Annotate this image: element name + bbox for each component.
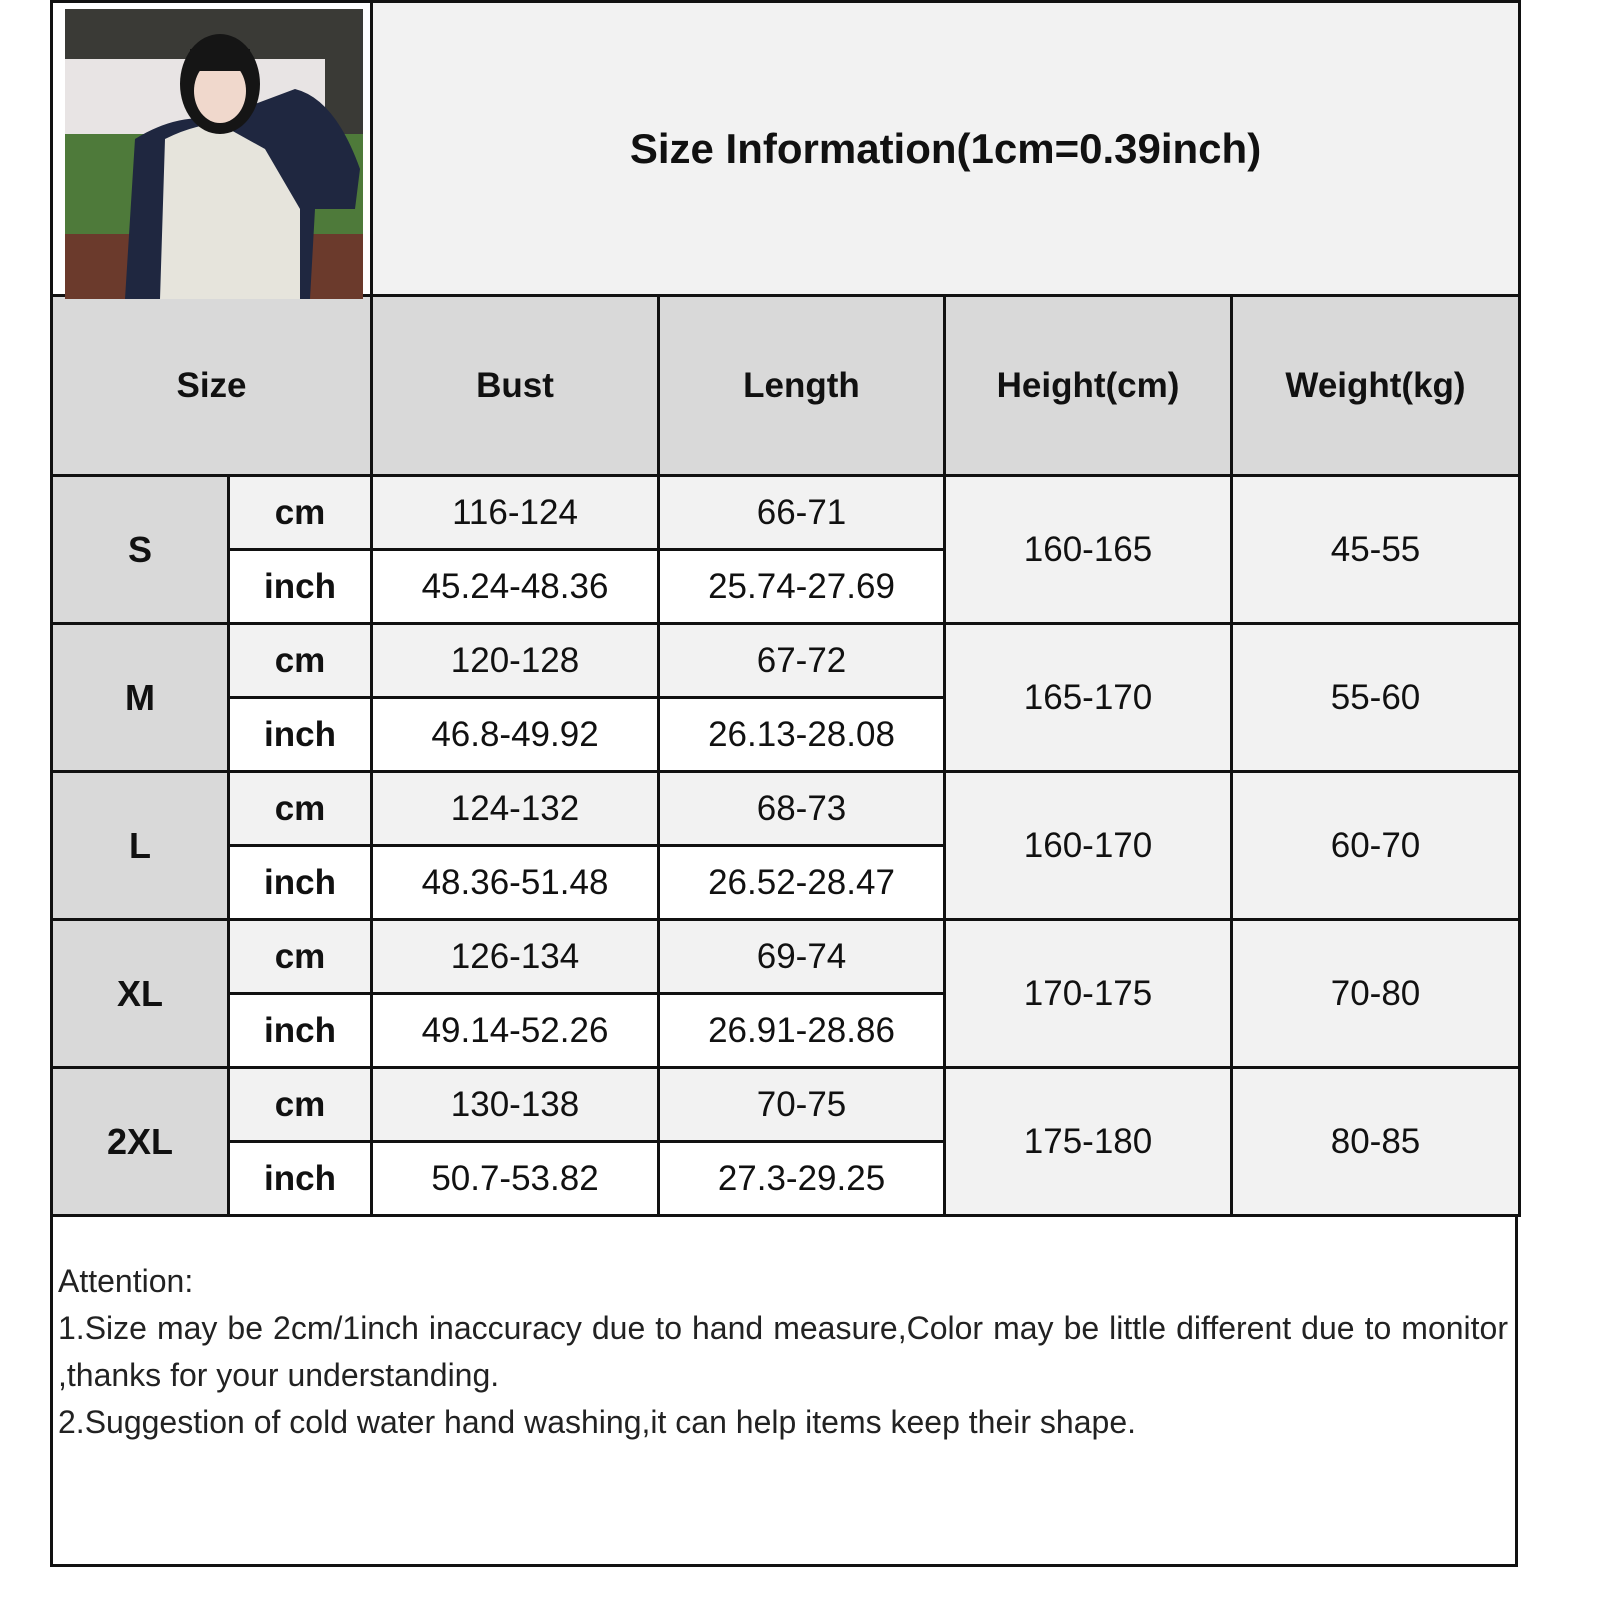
- unit-cm: cm: [227, 770, 373, 847]
- header-height: Height(cm): [943, 294, 1233, 477]
- bust-cm: 130-138: [370, 1066, 660, 1143]
- weight-range: 45-55: [1229, 474, 1522, 625]
- unit-cm: cm: [227, 918, 373, 995]
- table-row-inch: inch 46.8-49.92 26.13-28.08: [52, 696, 1520, 773]
- unit-inch: inch: [227, 992, 373, 1069]
- size-label: S: [50, 474, 230, 625]
- length-cm: 66-71: [657, 474, 946, 551]
- bust-inch: 46.8-49.92: [370, 696, 660, 773]
- table-row-cm: XL cm 126-134 69-74 170-175 70-80: [50, 918, 1522, 1069]
- unit-inch: inch: [227, 548, 373, 625]
- size-label: XL: [50, 918, 230, 1069]
- attention-note-1: 1.Size may be 2cm/1inch inaccuracy due t…: [58, 1310, 1508, 1393]
- attention-heading: Attention:: [58, 1263, 194, 1299]
- length-inch: 26.91-28.86: [657, 992, 946, 1069]
- size-label: M: [50, 622, 230, 773]
- header-length: Length: [657, 294, 946, 477]
- header-bust: Bust: [370, 294, 660, 477]
- length-inch: 25.74-27.69: [657, 548, 946, 625]
- attention-notes: Attention: 1.Size may be 2cm/1inch inacc…: [58, 1258, 1508, 1446]
- size-label: L: [50, 770, 230, 921]
- header-weight: Weight(kg): [1229, 294, 1522, 477]
- weight-range: 70-80: [1229, 918, 1522, 1069]
- length-cm: 68-73: [657, 770, 946, 847]
- table-row-inch: inch 48.36-51.48 26.52-28.47: [52, 844, 1520, 921]
- unit-cm: cm: [227, 474, 373, 551]
- unit-cm: cm: [227, 622, 373, 699]
- weight-range: 60-70: [1229, 770, 1522, 921]
- length-cm: 69-74: [657, 918, 946, 995]
- height-range: 160-165: [943, 474, 1233, 625]
- bust-cm: 116-124: [370, 474, 660, 551]
- height-range: 165-170: [943, 622, 1233, 773]
- bust-inch: 49.14-52.26: [370, 992, 660, 1069]
- table-row-inch: inch 45.24-48.36 25.74-27.69: [52, 548, 1520, 625]
- page-title: Size Information(1cm=0.39inch): [369, 0, 1522, 297]
- unit-inch: inch: [227, 844, 373, 921]
- height-range: 170-175: [943, 918, 1233, 1069]
- size-label: 2XL: [50, 1066, 230, 1217]
- bust-cm: 124-132: [370, 770, 660, 847]
- table-row-cm: 2XL cm 130-138 70-75 175-180 80-85: [50, 1066, 1522, 1217]
- length-inch: 26.52-28.47: [657, 844, 946, 921]
- height-range: 175-180: [943, 1066, 1233, 1217]
- bust-cm: 126-134: [370, 918, 660, 995]
- unit-inch: inch: [227, 1140, 373, 1217]
- length-inch: 27.3-29.25: [657, 1140, 946, 1217]
- bust-cm: 120-128: [370, 622, 660, 699]
- length-cm: 67-72: [657, 622, 946, 699]
- length-inch: 26.13-28.08: [657, 696, 946, 773]
- bust-inch: 45.24-48.36: [370, 548, 660, 625]
- length-cm: 70-75: [657, 1066, 946, 1143]
- unit-inch: inch: [227, 696, 373, 773]
- table-row-inch: inch 50.7-53.82 27.3-29.25: [52, 1140, 1520, 1217]
- unit-cm: cm: [227, 1066, 373, 1143]
- attention-note-2: 2.Suggestion of cold water hand washing,…: [58, 1404, 1136, 1440]
- header-size: Size: [50, 294, 373, 477]
- bust-inch: 48.36-51.48: [370, 844, 660, 921]
- size-table: Size Information(1cm=0.39inch) Size Bust…: [50, 0, 1522, 1217]
- height-range: 160-170: [943, 770, 1233, 921]
- weight-range: 55-60: [1229, 622, 1522, 773]
- weight-range: 80-85: [1229, 1066, 1522, 1217]
- product-photo-image: [65, 9, 363, 299]
- table-row-inch: inch 49.14-52.26 26.91-28.86: [52, 992, 1520, 1069]
- bust-inch: 50.7-53.82: [370, 1140, 660, 1217]
- product-photo: [50, 0, 373, 299]
